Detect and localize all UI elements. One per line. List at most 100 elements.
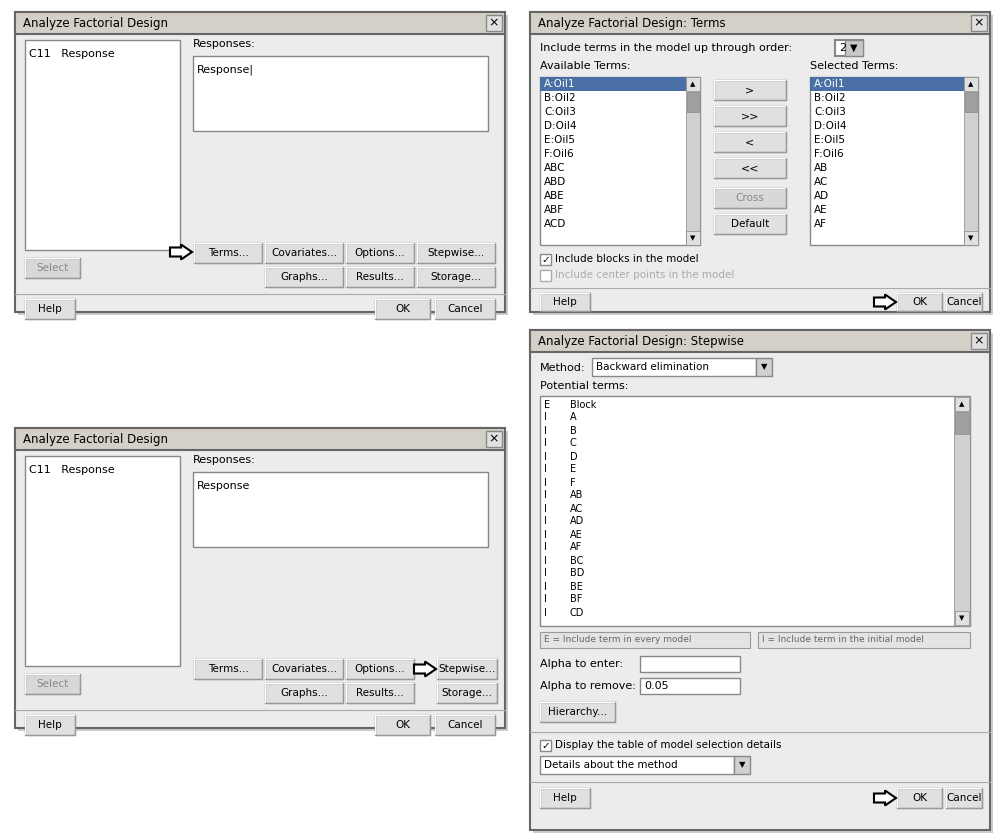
Text: Select: Select [36, 263, 69, 273]
Text: Available Terms:: Available Terms: [540, 61, 631, 71]
Text: ▼: ▼ [850, 43, 858, 53]
Text: Covariates...: Covariates... [271, 248, 337, 258]
FancyArrow shape [874, 790, 896, 806]
Text: A: A [570, 412, 577, 423]
Text: I = Include term in the initial model: I = Include term in the initial model [762, 636, 924, 644]
Text: I: I [544, 569, 547, 579]
Text: Stepwise...: Stepwise... [438, 664, 496, 674]
Bar [540, 756, 734, 774]
Text: C11   Response: C11 Response [29, 465, 115, 475]
Text: AF: AF [814, 219, 827, 229]
Bar [971, 333, 987, 349]
Text: I: I [544, 452, 547, 461]
Bar [15, 428, 505, 728]
Text: I: I [544, 517, 547, 527]
Bar [714, 132, 786, 152]
Text: Covariates...: Covariates... [271, 664, 337, 674]
Text: Selected Terms:: Selected Terms: [810, 61, 898, 71]
Text: ▼: ▼ [968, 235, 974, 241]
Text: Select: Select [36, 679, 69, 689]
Bar [194, 659, 262, 679]
Bar [265, 683, 343, 703]
Text: AD: AD [570, 517, 584, 527]
Text: ▲: ▲ [959, 401, 965, 407]
Text: Cross: Cross [736, 193, 764, 203]
Text: 2: 2 [839, 43, 846, 53]
Text: ✓: ✓ [541, 255, 550, 265]
Bar [897, 293, 942, 311]
Text: C: C [570, 438, 577, 449]
Text: BD: BD [570, 569, 584, 579]
Bar [714, 80, 786, 100]
Bar [955, 611, 969, 625]
Text: B:Oil2: B:Oil2 [544, 93, 576, 103]
Bar [964, 231, 978, 245]
Bar [540, 77, 686, 91]
Bar [540, 702, 615, 722]
Text: Method:: Method: [540, 363, 586, 373]
Text: ABC: ABC [544, 163, 566, 173]
Text: Hierarchy...: Hierarchy... [548, 707, 607, 717]
Text: C:Oil3: C:Oil3 [814, 107, 846, 117]
Text: Cancel: Cancel [447, 720, 483, 730]
Bar [417, 267, 495, 287]
Text: Help: Help [553, 793, 577, 803]
Bar [18, 15, 508, 315]
Bar [437, 683, 497, 703]
Text: Terms...: Terms... [208, 664, 248, 674]
Text: ▲: ▲ [690, 81, 696, 87]
Text: C:Oil3: C:Oil3 [544, 107, 576, 117]
Text: ▼: ▼ [959, 615, 965, 621]
Text: I: I [544, 465, 547, 475]
Text: Response: Response [197, 481, 250, 491]
Text: ▼: ▼ [739, 760, 745, 769]
Bar [946, 788, 982, 808]
Bar [971, 15, 987, 31]
Text: Default: Default [731, 219, 769, 229]
Bar [540, 77, 700, 245]
Text: E: E [544, 400, 550, 409]
Bar [193, 56, 488, 131]
Text: D:Oil4: D:Oil4 [544, 121, 576, 131]
Text: Cancel: Cancel [946, 793, 982, 803]
Text: E:Oil5: E:Oil5 [544, 135, 575, 145]
Bar [25, 456, 180, 666]
Text: I: I [544, 412, 547, 423]
Bar [25, 258, 80, 278]
Text: E: E [570, 465, 576, 475]
Text: Include blocks in the model: Include blocks in the model [555, 254, 699, 264]
Text: Analyze Factorial Design: Terms: Analyze Factorial Design: Terms [538, 17, 726, 29]
Bar [346, 659, 414, 679]
Bar [964, 77, 978, 91]
Text: Alpha to enter:: Alpha to enter: [540, 659, 623, 669]
Bar [25, 715, 75, 735]
Text: <<: << [741, 163, 759, 173]
Text: Stepwise...: Stepwise... [427, 248, 485, 258]
Bar [955, 397, 969, 411]
Text: I: I [544, 491, 547, 501]
Text: OK: OK [395, 304, 410, 314]
Text: I: I [544, 477, 547, 487]
Text: Block: Block [570, 400, 596, 409]
Text: Response|: Response| [197, 65, 254, 76]
Text: A:Oil1: A:Oil1 [544, 79, 576, 89]
Text: Responses:: Responses: [193, 455, 256, 465]
Text: Details about the method: Details about the method [544, 760, 678, 770]
Bar [640, 656, 740, 672]
Text: Backward elimination: Backward elimination [596, 362, 709, 372]
Bar [15, 428, 505, 450]
Bar [25, 299, 75, 319]
Bar [435, 299, 495, 319]
Text: AE: AE [570, 529, 583, 539]
Bar [375, 715, 430, 735]
Bar [194, 243, 262, 263]
Bar [540, 270, 551, 281]
Text: I: I [544, 503, 547, 513]
Text: ABD: ABD [544, 177, 566, 187]
Text: Display the table of model selection details: Display the table of model selection det… [555, 740, 782, 750]
Bar [25, 674, 80, 694]
Text: 0.05: 0.05 [644, 681, 669, 691]
Bar [25, 40, 180, 250]
Text: I: I [544, 607, 547, 617]
Text: D:Oil4: D:Oil4 [814, 121, 846, 131]
